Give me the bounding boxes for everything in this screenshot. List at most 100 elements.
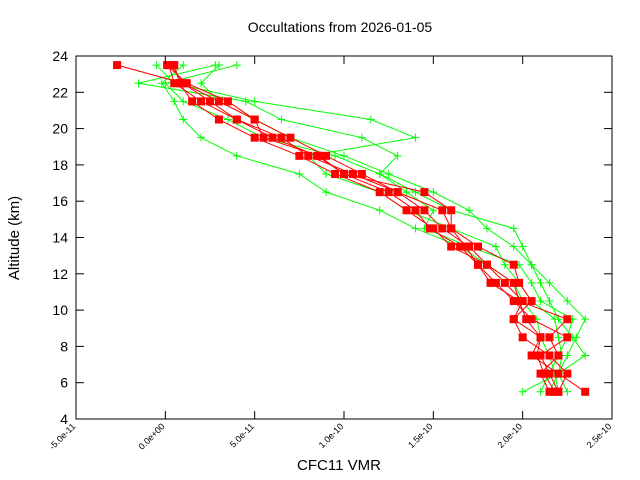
data-point-square: [357, 169, 366, 178]
data-point-square: [348, 169, 357, 178]
data-point-square: [277, 133, 286, 142]
data-point-plus: [223, 115, 232, 124]
series-line: [200, 64, 586, 393]
data-point-plus: [366, 115, 375, 124]
plot-frame: [75, 55, 613, 420]
data-point-plus: [197, 133, 206, 142]
data-point-square: [518, 333, 527, 342]
series-7: [170, 61, 572, 396]
data-point-plus: [509, 224, 518, 233]
data-point-square: [447, 242, 456, 251]
data-point-plus: [322, 169, 331, 178]
chart-title: Occultations from 2026-01-05: [248, 19, 433, 35]
data-point-square: [509, 260, 518, 269]
data-point-square: [474, 242, 482, 251]
data-point-square: [163, 61, 172, 70]
data-point-square: [545, 387, 554, 396]
data-point-square: [515, 297, 524, 306]
data-point-square: [232, 115, 241, 124]
data-point-plus: [375, 206, 384, 215]
data-point-plus: [402, 188, 411, 197]
series-3: [152, 61, 566, 396]
data-point-square: [314, 151, 323, 160]
data-point-plus: [250, 97, 259, 106]
data-point-square: [223, 97, 232, 106]
data-point-plus: [536, 297, 545, 306]
data-point-plus: [545, 297, 554, 306]
data-point-plus: [197, 79, 206, 88]
data-point-plus: [545, 278, 554, 287]
data-point-plus: [232, 151, 241, 160]
data-point-square: [474, 260, 482, 269]
y-tick-label: 12: [52, 266, 68, 282]
data-point-plus: [277, 115, 286, 124]
data-point-plus: [157, 79, 166, 88]
data-point-square: [461, 242, 470, 251]
series-line: [161, 64, 559, 392]
data-point-plus: [331, 151, 340, 160]
data-point-square: [393, 188, 402, 197]
data-point-square: [197, 97, 206, 106]
y-tick-label: 18: [52, 157, 68, 173]
data-point-square: [563, 333, 572, 342]
data-point-plus: [563, 297, 572, 306]
data-point-square: [340, 169, 348, 178]
data-point-square: [527, 315, 536, 324]
data-point-plus: [170, 97, 179, 106]
series-0: [197, 61, 590, 396]
data-point-square: [420, 206, 429, 215]
data-point-square: [515, 278, 524, 287]
data-point-square: [286, 133, 295, 142]
data-point-plus: [357, 133, 366, 142]
data-point-square: [527, 297, 536, 306]
y-tick-label: 24: [52, 48, 68, 64]
data-point-square: [304, 151, 313, 160]
x-tick-label: 2.5e-10: [585, 421, 614, 450]
data-point-plus: [491, 242, 500, 251]
data-point-square: [527, 351, 536, 360]
data-point-square: [259, 133, 268, 142]
data-point-plus: [429, 206, 438, 215]
data-point-square: [486, 278, 495, 287]
data-point-plus: [411, 133, 420, 142]
y-tick-label: 4: [60, 411, 68, 427]
data-point-plus: [500, 260, 509, 269]
data-point-plus: [482, 224, 491, 233]
data-point-plus: [411, 188, 420, 197]
data-point-plus: [152, 61, 161, 70]
data-point-square: [214, 97, 223, 106]
series-4: [157, 61, 563, 396]
data-point-square: [250, 133, 259, 142]
data-point-plus: [295, 169, 304, 178]
series-6: [113, 61, 590, 396]
data-point-square: [532, 351, 541, 360]
data-point-square: [550, 387, 559, 396]
data-point-square: [250, 115, 259, 124]
data-point-plus: [179, 61, 188, 70]
data-point-plus: [411, 224, 420, 233]
series-line: [156, 64, 563, 392]
data-point-plus: [581, 315, 590, 324]
data-point-plus: [340, 151, 348, 160]
data-point-plus: [375, 169, 384, 178]
data-point-square: [509, 315, 518, 324]
data-point-square: [214, 115, 223, 124]
data-point-square: [581, 387, 590, 396]
data-layer: [113, 61, 590, 396]
series-line: [170, 64, 568, 392]
series-9: [163, 61, 559, 396]
data-point-plus: [393, 151, 402, 160]
data-point-square: [545, 351, 554, 360]
x-tick-label: 2.0e-10: [495, 421, 524, 450]
data-point-square: [188, 97, 197, 106]
data-point-plus: [211, 61, 220, 70]
data-point-plus: [518, 387, 527, 396]
data-point-plus: [527, 278, 536, 287]
data-point-plus: [554, 333, 563, 342]
data-point-square: [554, 351, 563, 360]
series-line: [138, 64, 574, 392]
data-point-square: [429, 224, 438, 233]
data-point-square: [384, 188, 393, 197]
data-point-square: [563, 315, 572, 324]
